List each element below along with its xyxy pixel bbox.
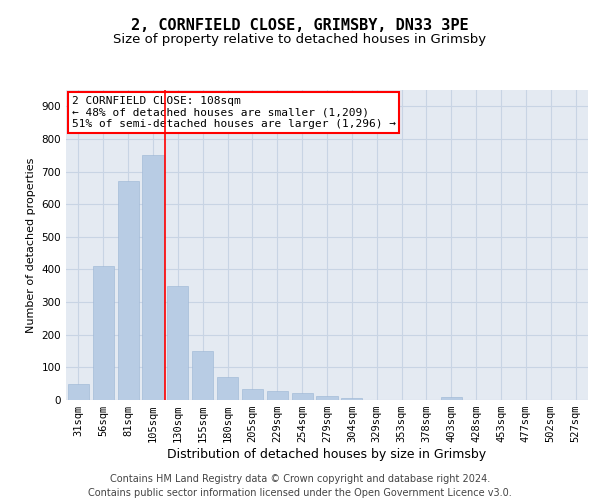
Bar	[441, 396, 462, 400]
Bar	[167, 286, 188, 400]
Bar	[242, 388, 263, 400]
Bar	[118, 182, 139, 400]
Text: Size of property relative to detached houses in Grimsby: Size of property relative to detached ho…	[113, 32, 487, 46]
Bar	[93, 266, 114, 400]
Y-axis label: Number of detached properties: Number of detached properties	[26, 158, 36, 332]
Bar	[267, 391, 288, 400]
Text: 2 CORNFIELD CLOSE: 108sqm
← 48% of detached houses are smaller (1,209)
51% of se: 2 CORNFIELD CLOSE: 108sqm ← 48% of detac…	[71, 96, 395, 129]
Bar	[217, 377, 238, 400]
Bar	[68, 384, 89, 400]
Text: 2, CORNFIELD CLOSE, GRIMSBY, DN33 3PE: 2, CORNFIELD CLOSE, GRIMSBY, DN33 3PE	[131, 18, 469, 32]
Bar	[192, 351, 213, 400]
Text: Contains HM Land Registry data © Crown copyright and database right 2024.
Contai: Contains HM Land Registry data © Crown c…	[88, 474, 512, 498]
Bar	[292, 394, 313, 400]
X-axis label: Distribution of detached houses by size in Grimsby: Distribution of detached houses by size …	[167, 448, 487, 461]
Bar	[316, 396, 338, 400]
Bar	[142, 156, 164, 400]
Bar	[341, 398, 362, 400]
